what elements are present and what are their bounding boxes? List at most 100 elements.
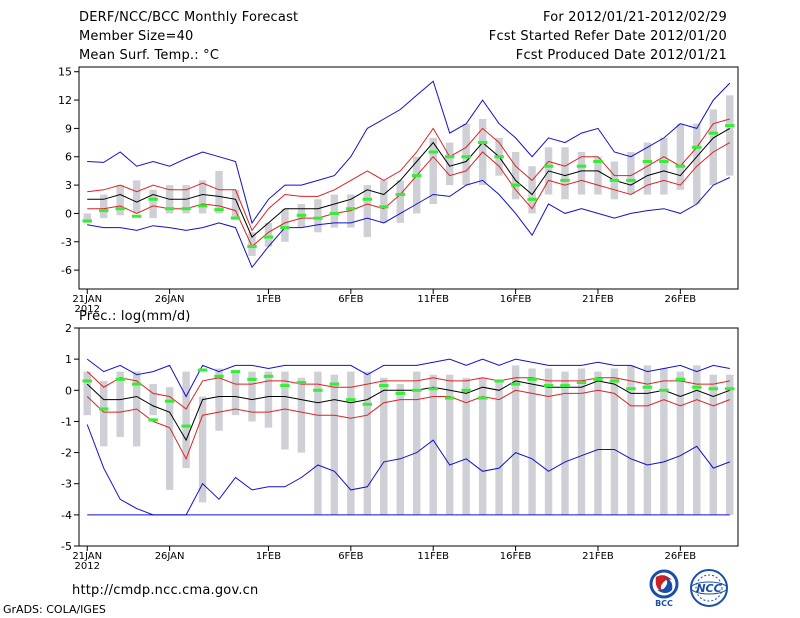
temp-plot-frame [78,66,739,290]
temp-median-day-40 [725,124,735,128]
temp-box-day-13 [281,208,289,242]
precip-box-day-13 [281,371,289,450]
member-size: Member Size=40 [79,29,194,44]
precip-median-day-23 [444,396,455,400]
temp-median-day-8 [197,204,208,208]
temp-xtick-label: 1FEB [256,294,281,305]
precip-xtick-label: 6FEB [338,551,363,562]
precip-median-day-24 [461,388,471,392]
precip-median-day-39 [708,387,718,391]
precip-xtick-label: 1FEB [256,551,281,562]
temp-median-day-7 [181,207,191,211]
temp-median-day-16 [329,211,340,215]
precip-median-day-7 [181,424,191,428]
temp-box-day-19 [380,180,388,223]
temp-median-day-14 [296,213,307,217]
precip-median-day-34 [626,387,636,391]
precip-xtick-label: 26JAN [155,551,185,562]
precip-median-day-10 [230,370,241,374]
temp-median-day-28 [527,197,537,201]
temp-median-day-25 [477,141,488,145]
precip-median-day-14 [296,381,307,384]
precip-median-day-1 [82,379,92,383]
precip-box-day-23 [445,374,454,515]
temp-box-day-23 [445,142,454,186]
temp-median-day-27 [510,183,521,187]
temp-median-day-18 [362,197,373,201]
precip-box-day-16 [330,374,339,515]
temp-median-day-19 [379,205,389,209]
precip-xtick-year: 2012 [75,561,100,572]
precip-box-day-11 [248,371,256,422]
precip-box-day-8 [198,396,207,503]
temp-median-day-35 [642,159,653,163]
forecast-start-date: Fcst Started Refer Date 2012/01/20 [488,29,727,44]
precip-ytick-label: 1 [65,353,72,366]
precip-median-day-26 [494,379,504,383]
precip-median-day-12 [263,374,274,378]
precip-median-day-40 [725,387,735,391]
temp-box-day-32 [594,156,602,195]
temp-box-day-4 [132,180,141,214]
temp-median-day-12 [263,235,274,239]
precip-ytick-label: -3 [61,478,72,491]
temp-line-min [87,177,731,269]
temp-median-day-23 [444,155,455,159]
temp-box-day-15 [314,199,322,233]
temp-xtick-label: 6FEB [338,294,363,305]
temp-box-day-22 [429,137,437,204]
precip-line-min [86,424,730,516]
precip-box-day-36 [660,368,668,515]
precip-box-day-5 [149,384,157,416]
bcc-logo: BCC [649,569,679,608]
precip-xtick-label: 21FEB [582,551,614,562]
temp-ytick-label: 9 [65,122,72,135]
temp-box-day-16 [330,194,339,228]
temp-box-day-30 [561,147,569,200]
precip-box-day-40 [726,374,734,515]
precip-box-day-17 [347,371,355,515]
temp-box-day-1 [83,213,91,223]
temp-ytick-label: -6 [61,264,72,277]
temp-xtick-label: 26FEB [665,294,697,305]
precip-box-day-18 [363,371,372,515]
temp-box-day-37 [676,123,685,190]
footer-url[interactable]: http://cmdp.ncc.cma.gov.cn [72,583,259,598]
ncc-logo-orbit [690,581,728,595]
temp-median-day-17 [346,207,356,211]
precip-median-day-32 [593,377,603,381]
precip-median-day-19 [379,384,389,388]
precip-median-day-8 [197,368,208,372]
temp-box-day-18 [363,185,372,238]
precip-box-day-10 [231,371,240,416]
precip-ytick-label: -4 [61,509,72,522]
ncc-logo-text: NCC [696,582,721,595]
temp-line-mean-minus-sd [87,142,731,248]
precip-median-day-9 [214,374,224,378]
temp-median-day-38 [692,145,702,149]
precip-median-day-2 [99,407,109,411]
temp-box-day-21 [413,156,421,214]
precip-median-day-6 [164,399,175,403]
precip-median-day-33 [609,379,620,383]
temp-xtick-label: 11FEB [417,294,449,305]
precip-box-day-21 [413,371,421,515]
precip-median-day-17 [346,398,356,402]
temp-box-day-36 [660,137,668,195]
temp-box-day-39 [709,109,717,186]
precip-box-day-12 [264,371,273,428]
precip-box-day-31 [577,368,586,515]
precip-median-day-27 [510,382,521,386]
precip-ytick-label: -1 [61,415,72,428]
temp-median-day-5 [148,197,158,201]
precip-xtick-label: 16FEB [500,551,532,562]
precip-box-day-32 [594,371,602,515]
precip-median-day-29 [543,384,554,388]
grads-credit: GrADS: COLA/IGES [3,603,106,616]
bcc-logo-swirl-blue [657,577,673,593]
temp-box-day-27 [511,152,520,200]
precip-line-max [86,358,730,398]
precip-median-day-13 [280,384,290,388]
temp-median-day-22 [428,150,438,154]
precip-median-day-22 [428,387,438,391]
